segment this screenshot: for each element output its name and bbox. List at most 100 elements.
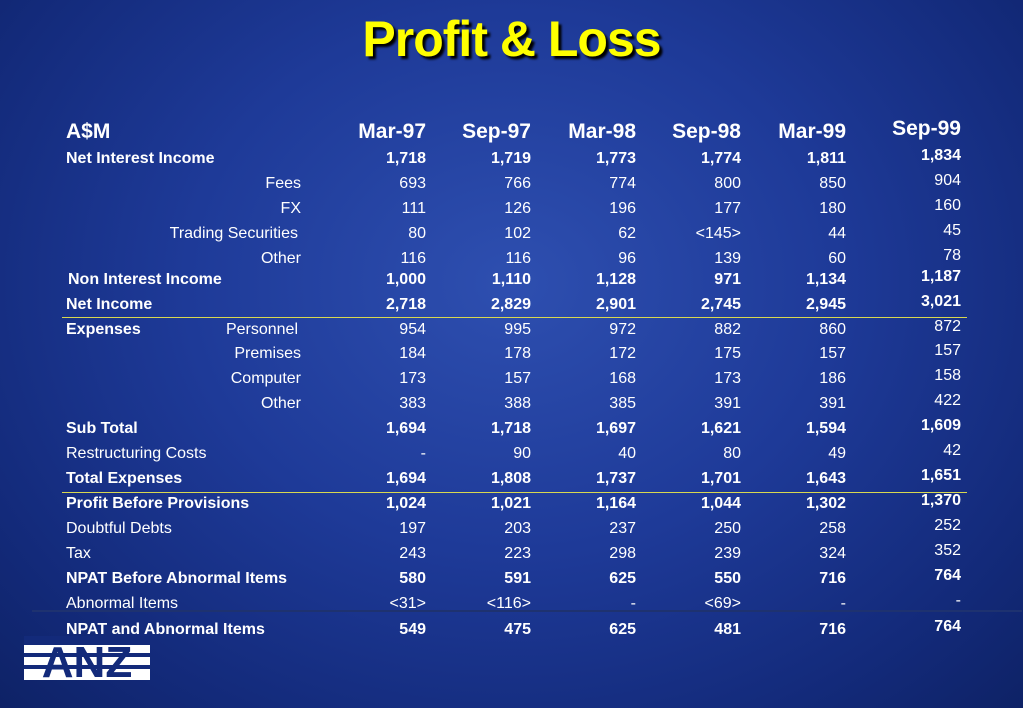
table-cell: 96 (618, 250, 636, 267)
table-cell: 625 (609, 570, 636, 587)
table-row: Fees 693 766 774 800 850 904 (0, 172, 1023, 199)
table-cell: 1,834 (920, 147, 961, 164)
table-cell: 42 (943, 442, 961, 459)
table-cell: 250 (714, 520, 741, 537)
table-cell: 60 (828, 250, 846, 267)
table-row: Other 116 116 96 139 60 78 (0, 247, 1023, 274)
table-cell: 252 (934, 517, 961, 534)
table-cell: 850 (819, 175, 846, 192)
table-cell: 1,773 (595, 150, 636, 167)
table-cell: 178 (504, 345, 531, 362)
table-cell: 1,811 (806, 150, 846, 167)
table-row: Abnormal Items <31> <116> - <69> - - (0, 592, 1023, 619)
table-cell: 237 (609, 520, 636, 537)
row-label: Other (260, 395, 301, 412)
table-cell: 80 (408, 225, 426, 242)
row-label: Personnel (225, 321, 298, 338)
column-header-period: Sep-98 (672, 120, 741, 143)
table-cell: 352 (934, 542, 961, 559)
table-cell: 102 (504, 225, 531, 242)
column-header-period: Mar-97 (358, 120, 426, 143)
table-cell: 716 (819, 621, 846, 638)
table-cell: 116 (505, 250, 531, 267)
table-cell: 716 (819, 570, 846, 587)
table-cell: 173 (714, 370, 741, 387)
table-cell: 157 (819, 345, 846, 362)
table-cell: 80 (723, 445, 741, 462)
table-row: Sub Total 1,694 1,718 1,697 1,621 1,594 1,609 (0, 417, 1023, 444)
table-cell: 1,302 (805, 495, 846, 512)
divider-total-expenses (62, 492, 967, 493)
table-cell: 223 (504, 545, 531, 562)
table-cell: 1,697 (595, 420, 636, 437)
table-cell: 1,164 (595, 495, 636, 512)
table-cell: 1,694 (385, 420, 426, 437)
table-cell: 184 (399, 345, 426, 362)
table-cell: 1,044 (700, 495, 741, 512)
table-cell: 172 (609, 345, 636, 362)
table-cell: - (630, 595, 636, 612)
table-cell: 1,718 (490, 420, 531, 437)
row-label: Fees (265, 175, 301, 192)
row-label: Total Expenses (66, 470, 183, 487)
table-cell: 1,110 (491, 271, 531, 288)
table-cell: 90 (513, 445, 531, 462)
table-cell: 62 (618, 225, 636, 242)
table-cell: 580 (399, 570, 426, 587)
table-cell: 139 (714, 250, 741, 267)
table-cell: 157 (504, 370, 531, 387)
table-cell: 180 (819, 200, 846, 217)
row-label: NPAT Before Abnormal Items (66, 570, 288, 587)
table-cell: 971 (714, 271, 741, 288)
table-cell: 49 (828, 445, 846, 462)
table-cell: 550 (714, 570, 741, 587)
table-cell: 882 (714, 321, 741, 338)
column-header-period: Mar-99 (778, 120, 846, 143)
table-cell: 126 (504, 200, 531, 217)
table-cell: 1,621 (700, 420, 741, 437)
table-cell: 2,718 (385, 296, 426, 313)
table-row: Net Interest Income 1,718 1,719 1,773 1,774 1… (0, 147, 1023, 174)
table-cell: <145> (695, 225, 741, 242)
table-cell: 766 (504, 175, 531, 192)
table-cell: 168 (609, 370, 636, 387)
table-cell: 298 (609, 545, 636, 562)
table-cell: 78 (943, 247, 961, 264)
table-cell: 1,774 (700, 150, 741, 167)
table-cell: 196 (609, 200, 636, 217)
table-cell: 764 (934, 618, 961, 635)
row-label: Doubtful Debts (66, 520, 172, 537)
anz-logo: ANZ (24, 636, 150, 680)
table-cell: 2,829 (490, 296, 531, 313)
table-cell: 1,024 (385, 495, 426, 512)
table-cell: 258 (819, 520, 846, 537)
table-row: Profit Before Provisions 1,024 1,021 1,164 1… (0, 492, 1023, 519)
row-label: Net Interest Income (66, 150, 215, 167)
table-cell: 860 (819, 321, 846, 338)
table-cell: 111 (401, 200, 426, 217)
column-header-currency: A$M (66, 120, 111, 143)
table-cell: 388 (504, 395, 531, 412)
table-cell: 1,719 (490, 150, 531, 167)
table-cell: 1,643 (805, 470, 846, 487)
table-row: Computer 173 157 168 173 186 158 (0, 367, 1023, 394)
table-cell: <31> (389, 595, 426, 612)
table-cell: 197 (399, 520, 426, 537)
table-row: NPAT Before Abnormal Items 580 591 625 550 71… (0, 567, 1023, 594)
table-cell: 1,128 (595, 271, 636, 288)
table-cell: 383 (399, 395, 426, 412)
row-label: FX (280, 200, 301, 217)
table-cell: 1,651 (920, 467, 961, 484)
table-cell: 1,187 (920, 268, 961, 285)
table-cell: 1,609 (920, 417, 961, 434)
page-title: Profit & Loss (362, 11, 661, 67)
table-cell: 203 (504, 520, 531, 537)
table-cell: 800 (714, 175, 741, 192)
table-cell: 1,808 (490, 470, 531, 487)
table-row: Restructuring Costs - 90 40 80 49 42 (0, 442, 1023, 469)
table-cell: 995 (504, 321, 531, 338)
table-cell: 764 (934, 567, 961, 584)
logo-text: ANZ (42, 638, 132, 680)
table-row: Total Expenses 1,694 1,808 1,737 1,701 1,643 1… (0, 467, 1023, 494)
table-cell: 1,021 (490, 495, 531, 512)
